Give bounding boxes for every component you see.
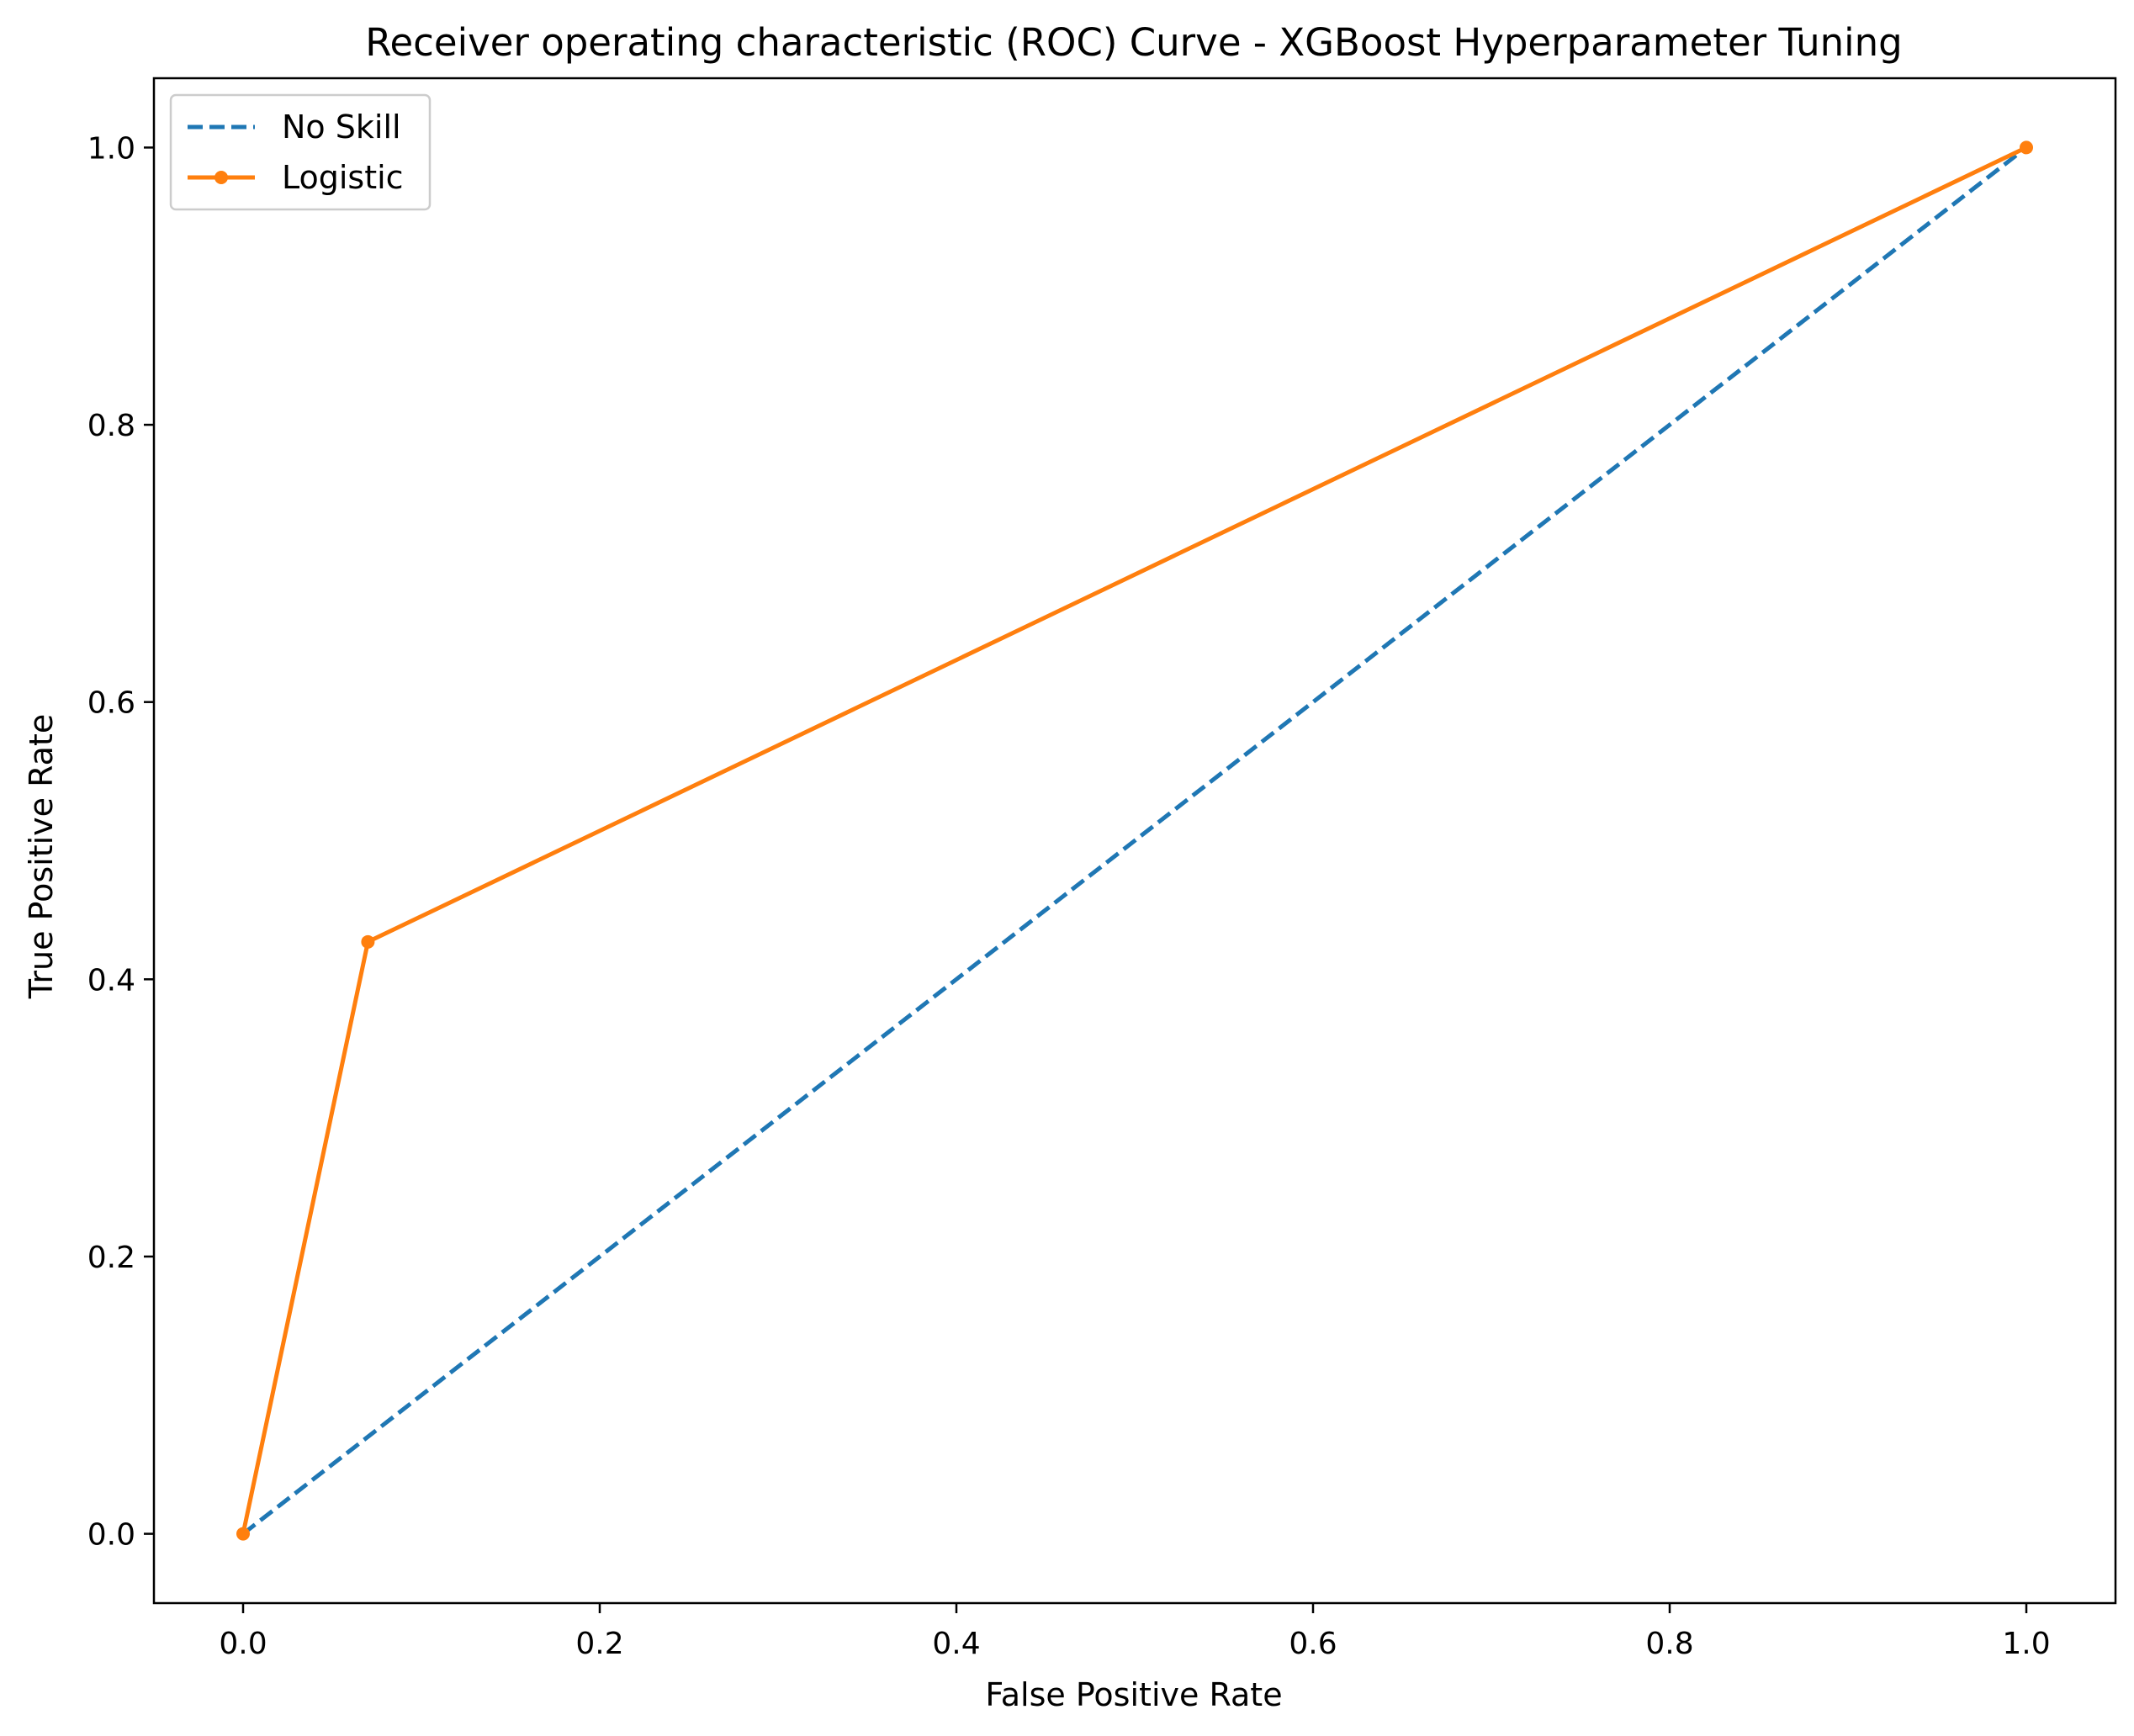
legend-label-0: No Skill [282,108,401,146]
axes: 0.0 0.2 0.4 0.6 0.8 1.0 0.0 0.2 0.4 0.6 0.8 1.0 [87,77,2117,1661]
y-tick-label-1: 0.2 [87,1241,135,1275]
legend: No Skill Logistic [169,93,432,211]
x-tick-label-5: 1.0 [2002,1627,2050,1661]
y-tick-label-2: 0.4 [87,963,135,998]
x-tick-label-2: 0.4 [932,1627,980,1661]
y-tick-label-4: 0.8 [87,409,135,443]
series-1-point-2 [2020,140,2033,155]
x-tick-label-3: 0.6 [1289,1627,1337,1661]
x-tick-label-1: 0.2 [575,1627,623,1661]
axes-frame [152,77,2117,1605]
legend-label-1: Logistic [282,159,404,196]
y-axis-label: True Positive Rate [23,714,60,1000]
y-tick-label-3: 0.6 [87,686,135,721]
x-tick-label-4: 0.8 [1645,1627,1693,1661]
x-tick-label-0: 0.0 [219,1627,267,1661]
x-axis-label: False Positive Rate [985,1676,1282,1713]
series-1-point-1 [361,934,375,949]
series-line-0 [241,146,2028,1536]
y-tick-label-0: 0.0 [87,1518,135,1553]
legend-box [169,93,432,211]
chart-title: Receiver operating characteristic (ROC) … [365,20,1903,65]
plot-area [236,140,2033,1541]
legend-marker-1 [214,171,228,184]
series-1-point-0 [236,1527,250,1541]
y-tick-label-5: 1.0 [87,131,135,166]
